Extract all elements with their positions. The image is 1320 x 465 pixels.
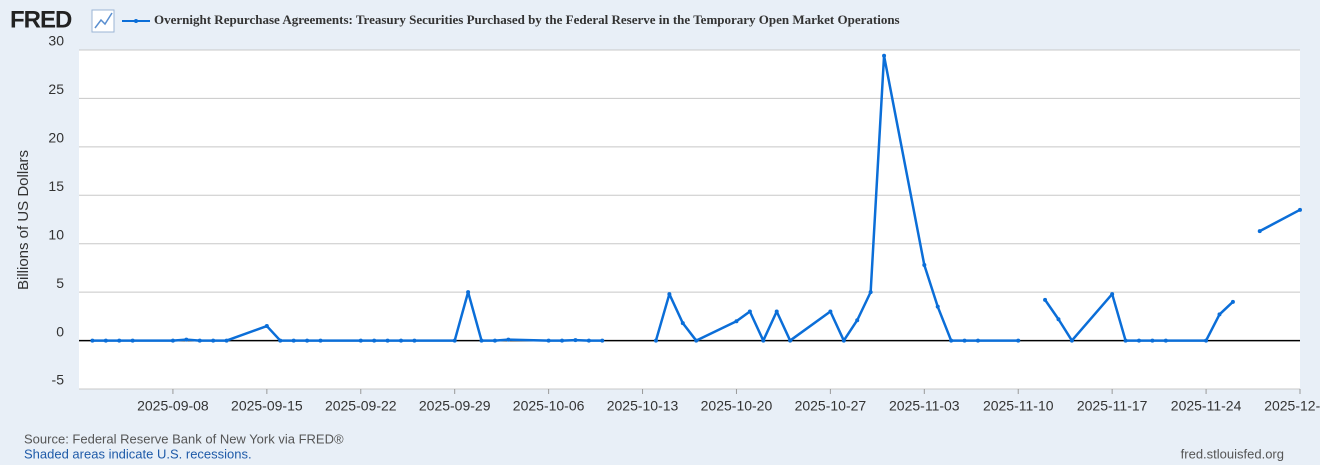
point — [680, 321, 685, 326]
x-tick-label: 2025-12-01 — [1264, 398, 1320, 414]
point — [305, 338, 310, 343]
y-tick-label: 25 — [48, 81, 64, 97]
point — [1204, 338, 1209, 343]
point — [1217, 312, 1222, 317]
point — [962, 338, 967, 343]
point — [560, 338, 565, 343]
x-tick-label: 2025-11-10 — [983, 398, 1054, 414]
point — [90, 338, 95, 343]
point — [1257, 229, 1262, 234]
point — [774, 309, 779, 314]
point — [734, 319, 739, 324]
x-tick-label: 2025-10-20 — [701, 398, 773, 414]
point — [170, 338, 175, 343]
point — [1123, 338, 1128, 343]
point — [788, 338, 793, 343]
x-tick-label: 2025-09-15 — [231, 398, 303, 414]
point — [1163, 338, 1168, 343]
x-tick-label: 2025-11-03 — [889, 398, 960, 414]
point — [868, 290, 873, 295]
point — [1069, 338, 1074, 343]
legend-label: Overnight Repurchase Agreements: Treasur… — [154, 12, 900, 27]
point — [653, 338, 658, 343]
y-tick-label: 0 — [56, 323, 64, 339]
point — [694, 338, 699, 343]
point — [1043, 297, 1048, 302]
x-tick-label: 2025-10-06 — [513, 398, 585, 414]
x-tick-label: 2025-10-27 — [795, 398, 867, 414]
x-tick-label: 2025-11-24 — [1171, 398, 1242, 414]
point — [358, 338, 363, 343]
point — [385, 338, 390, 343]
point — [318, 338, 323, 343]
recession-note[interactable]: Shaded areas indicate U.S. recessions. — [24, 446, 252, 461]
point — [882, 53, 887, 58]
point — [1150, 338, 1155, 343]
point — [828, 309, 833, 314]
site[interactable]: fred.stlouisfed.org — [1181, 446, 1284, 461]
point — [452, 338, 457, 343]
point — [372, 338, 377, 343]
point — [935, 304, 940, 309]
point — [1298, 207, 1302, 212]
y-tick-label: 5 — [56, 275, 64, 291]
point — [466, 290, 471, 295]
point — [1110, 292, 1115, 297]
point — [546, 338, 551, 343]
point — [573, 338, 578, 343]
point — [412, 338, 417, 343]
x-tick-label: 2025-10-13 — [607, 398, 679, 414]
x-tick-label: 2025-09-22 — [325, 398, 397, 414]
x-tick-label: 2025-11-17 — [1077, 398, 1148, 414]
x-tick-label: 2025-09-29 — [419, 398, 491, 414]
y-tick-label: 30 — [48, 33, 64, 49]
legend-marker — [134, 19, 138, 23]
point — [264, 324, 269, 329]
point — [103, 338, 108, 343]
point — [197, 338, 202, 343]
point — [949, 338, 954, 343]
series-line — [654, 54, 1019, 342]
point — [841, 338, 846, 343]
point — [278, 338, 283, 343]
y-tick-label: 15 — [48, 178, 64, 194]
point — [399, 338, 404, 343]
point — [117, 338, 122, 343]
point — [1016, 338, 1021, 343]
point — [479, 338, 484, 343]
point — [975, 338, 980, 343]
point — [130, 338, 135, 343]
logo: FRED — [10, 6, 72, 33]
point — [855, 318, 860, 323]
point — [586, 338, 591, 343]
plot-area — [79, 50, 1300, 389]
point — [747, 309, 752, 314]
y-axis-label: Billions of US Dollars — [15, 150, 32, 290]
y-tick-label: -5 — [52, 372, 65, 388]
point — [1230, 299, 1235, 304]
point — [224, 338, 229, 343]
y-tick-label: 10 — [48, 226, 64, 242]
y-tick-label: 20 — [48, 130, 64, 146]
source: Source: Federal Reserve Bank of New York… — [24, 431, 344, 446]
point — [1136, 338, 1141, 343]
point — [600, 338, 605, 343]
point — [761, 338, 766, 343]
point — [667, 292, 672, 297]
point — [291, 338, 296, 343]
point — [184, 337, 189, 342]
series-line — [1259, 208, 1301, 233]
point — [922, 263, 927, 268]
point — [211, 338, 216, 343]
logo-icon — [91, 9, 115, 33]
point — [1056, 317, 1061, 322]
point — [506, 337, 511, 342]
point — [492, 338, 497, 343]
x-tick-label: 2025-09-08 — [137, 398, 209, 414]
